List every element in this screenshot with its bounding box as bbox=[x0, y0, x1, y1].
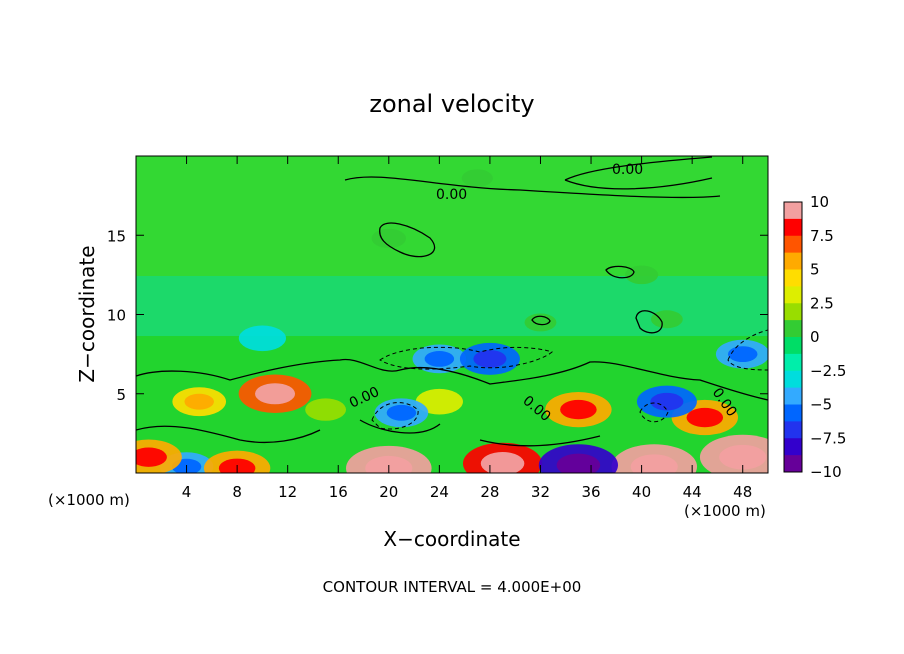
field-blob-core bbox=[727, 346, 758, 363]
contour-zero-top bbox=[344, 176, 721, 199]
contour-zero-blob bbox=[379, 222, 436, 258]
x-axis: 4 8 12 16 20 24 28 32 36 40 44 48 bbox=[182, 156, 752, 501]
x-tick-label: 16 bbox=[329, 483, 348, 501]
colorbar-swatch bbox=[784, 353, 802, 372]
negative-contours bbox=[371, 329, 768, 430]
y-tick-label: 10 bbox=[107, 307, 126, 325]
colorbar-swatch bbox=[784, 269, 802, 287]
field-blob-core bbox=[424, 350, 455, 367]
field-blob-core bbox=[630, 454, 678, 473]
y-axis-label: Z−coordinate bbox=[75, 245, 99, 382]
colorbar-label: −10 bbox=[810, 463, 842, 481]
field-blob bbox=[305, 398, 346, 421]
contour-zero-small-2 bbox=[635, 310, 663, 334]
x-tick-label: 24 bbox=[430, 483, 449, 501]
contour-lines bbox=[136, 156, 768, 447]
colorbar-labels: 10 7.5 5 2.5 0 −2.5 −5 −7.5 −10 bbox=[810, 193, 846, 481]
colorbar-swatch bbox=[784, 337, 802, 355]
x-units-left: (×1000 m) bbox=[48, 491, 130, 509]
contour-zero-lower-2 bbox=[136, 419, 601, 447]
colorbar-swatch bbox=[784, 370, 802, 389]
colorbar-label: −7.5 bbox=[810, 429, 846, 447]
contour-zero-small-1 bbox=[605, 265, 635, 279]
field-blob-core bbox=[480, 452, 525, 473]
contour-neg-3 bbox=[371, 402, 419, 430]
colorbar-swatch bbox=[784, 286, 802, 304]
colorbar-label: −2.5 bbox=[810, 362, 846, 380]
field-blob-core bbox=[719, 444, 767, 470]
contour-zero-small-3 bbox=[531, 315, 551, 326]
colorbar-label: −5 bbox=[810, 396, 832, 414]
x-tick-label: 48 bbox=[733, 483, 752, 501]
colorbar-label: 7.5 bbox=[810, 227, 834, 245]
x-tick-label: 36 bbox=[581, 483, 600, 501]
x-tick-label: 32 bbox=[531, 483, 550, 501]
field-blob-core bbox=[386, 404, 417, 421]
contour-zero-lower bbox=[136, 358, 768, 401]
colorbar bbox=[783, 201, 803, 473]
x-axis-label: X−coordinate bbox=[383, 527, 520, 551]
field-blob-core bbox=[365, 455, 413, 473]
contour-neg-4 bbox=[639, 402, 669, 423]
x-units-right: (×1000 m) bbox=[684, 502, 766, 520]
colorbar-swatch bbox=[784, 303, 802, 321]
field-blob bbox=[461, 169, 493, 187]
colorbar-swatch bbox=[784, 421, 802, 439]
field-blob bbox=[238, 325, 286, 352]
field-blob-core bbox=[184, 393, 214, 410]
colorbar-label: 10 bbox=[810, 193, 829, 211]
x-tick-label: 44 bbox=[683, 483, 702, 501]
colorbar-swatch bbox=[784, 387, 802, 405]
y-tick-label: 5 bbox=[116, 386, 126, 404]
field-blob-core bbox=[136, 447, 167, 467]
colorbar-label: 5 bbox=[810, 261, 820, 279]
field-blob bbox=[415, 388, 463, 415]
field-band-upper bbox=[136, 156, 768, 276]
chart-title: zonal velocity bbox=[369, 90, 534, 118]
field-blob-core bbox=[255, 383, 296, 405]
colorbar-swatch bbox=[784, 455, 802, 473]
contour-neg-1 bbox=[379, 346, 554, 370]
field-blob-core bbox=[686, 407, 724, 428]
x-tick-label: 20 bbox=[379, 483, 398, 501]
field-blob bbox=[650, 310, 683, 329]
field-blob-core bbox=[473, 350, 507, 368]
x-tick-label: 40 bbox=[632, 483, 651, 501]
colorbar-swatch bbox=[784, 235, 802, 254]
colorbar-frame bbox=[783, 201, 803, 473]
colorbar-swatch bbox=[784, 320, 802, 338]
colorbar-label: 2.5 bbox=[810, 294, 834, 312]
field-blob-core bbox=[556, 453, 601, 473]
colorbar-swatch bbox=[784, 404, 802, 422]
field-blob-core bbox=[650, 392, 684, 411]
footer-contour-interval: CONTOUR INTERVAL = 4.000E+00 bbox=[323, 578, 582, 596]
y-tick-label: 15 bbox=[107, 227, 126, 245]
x-tick-label: 28 bbox=[480, 483, 499, 501]
y-axis: 5 10 15 bbox=[107, 227, 768, 404]
x-tick-label: 4 bbox=[182, 483, 192, 501]
colorbar-swatch bbox=[784, 202, 802, 220]
contour-label: 0.00 bbox=[436, 187, 467, 203]
colorbar-swatch bbox=[784, 252, 802, 270]
contour-label: 0.00 bbox=[612, 162, 643, 178]
x-tick-label: 12 bbox=[278, 483, 297, 501]
field-blob-core bbox=[560, 399, 597, 420]
colorbar-swatch bbox=[784, 218, 802, 237]
colorbar-label: 0 bbox=[810, 328, 820, 346]
colorbar-swatch bbox=[784, 438, 802, 456]
plot-area bbox=[136, 156, 768, 473]
contour-zero-upper-right bbox=[564, 156, 713, 190]
field-blobs bbox=[136, 169, 768, 473]
x-tick-label: 8 bbox=[232, 483, 242, 501]
